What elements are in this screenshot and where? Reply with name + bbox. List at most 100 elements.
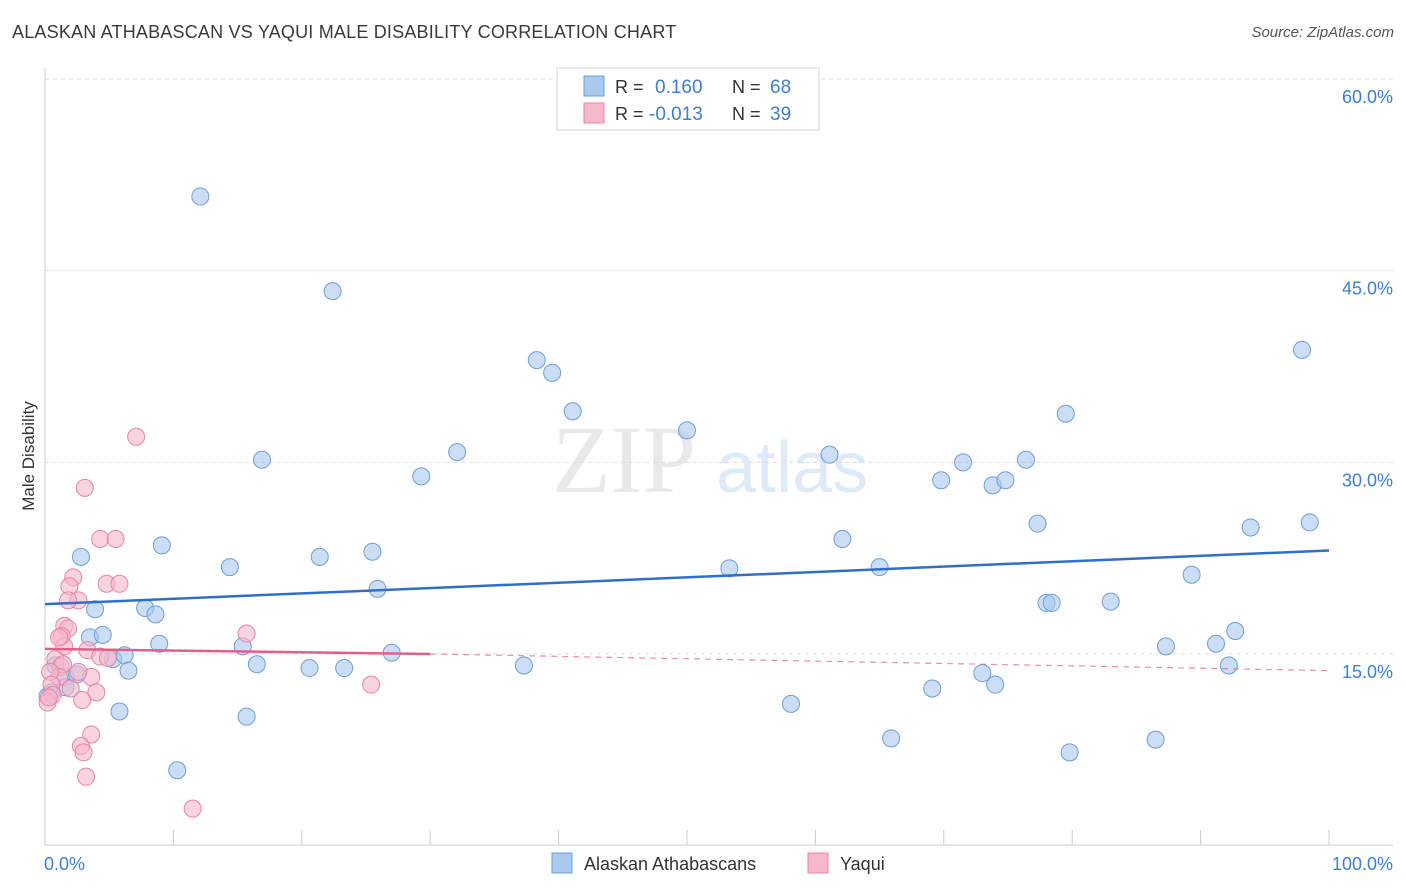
- blue-data-point: [152, 536, 171, 555]
- blue-data-point: [1219, 656, 1238, 675]
- blue-data-point: [973, 664, 992, 683]
- blue-data-point: [323, 282, 342, 301]
- pink-data-point: [75, 478, 94, 497]
- blue-data-point: [833, 530, 852, 548]
- blue-data-point: [300, 659, 319, 678]
- bottom-legend-label: Alaskan Athabascans: [584, 854, 756, 874]
- blue-data-point: [119, 661, 138, 680]
- bottom-legend-swatch-blue: [551, 852, 573, 874]
- pink-data-point: [98, 648, 117, 667]
- y-tick-label: 60.0%: [1342, 87, 1393, 107]
- legend-r-value: -0.013: [649, 104, 703, 125]
- blue-data-point: [1226, 622, 1245, 640]
- blue-data-point: [412, 467, 431, 486]
- blue-data-point: [1101, 592, 1120, 611]
- legend-r-value: 0.160: [655, 77, 703, 98]
- chart-title: ALASKAN ATHABASCAN VS YAQUI MALE DISABIL…: [12, 22, 677, 42]
- blue-trend-line: [44, 549, 1330, 606]
- blue-data-point: [363, 542, 382, 561]
- series-pink-points: [38, 427, 381, 818]
- blue-data-point: [1182, 565, 1201, 584]
- blue-data-point: [1060, 743, 1079, 762]
- blue-data-point: [563, 402, 582, 421]
- pink-data-point: [91, 530, 110, 548]
- legend: R = 0.160 N = 68 R = -0.013 N = 39: [556, 67, 820, 131]
- blue-data-point: [1146, 730, 1165, 749]
- blue-data-point: [335, 659, 354, 678]
- legend-r-label: R =: [615, 77, 644, 97]
- legend-n-value: 39: [770, 104, 791, 125]
- blue-data-point: [514, 656, 533, 675]
- pink-data-point: [74, 743, 93, 762]
- legend-swatch-blue: [583, 75, 605, 97]
- pink-data-point: [61, 679, 80, 698]
- blue-data-point: [247, 655, 266, 674]
- watermark-zip: ZIP: [552, 406, 696, 513]
- pink-data-point: [59, 591, 78, 610]
- blue-data-point: [1016, 450, 1035, 469]
- blue-data-point: [678, 421, 696, 440]
- blue-data-point: [986, 675, 1005, 694]
- blue-data-point: [720, 559, 739, 578]
- x-tick-label: 100.0%: [1332, 854, 1393, 874]
- trend-lines: [44, 549, 1330, 672]
- pink-trend-line: [44, 647, 431, 656]
- bottom-legend-label: Yaqui: [840, 854, 885, 874]
- blue-data-point: [168, 761, 187, 780]
- blue-data-point: [1207, 634, 1226, 653]
- blue-data-point: [954, 453, 973, 472]
- blue-data-point: [527, 351, 546, 370]
- blue-data-point: [1028, 514, 1047, 533]
- blue-data-point: [820, 445, 839, 464]
- legend-n-label: N =: [732, 77, 761, 97]
- blue-data-point: [93, 625, 112, 644]
- blue-data-point: [110, 702, 129, 721]
- blue-data-point: [448, 443, 467, 462]
- pink-data-point: [50, 628, 69, 647]
- blue-data-point: [191, 187, 210, 206]
- pink-data-point: [183, 799, 202, 818]
- blue-data-point: [1241, 518, 1260, 537]
- pink-data-point: [39, 688, 58, 707]
- blue-data-point: [220, 558, 239, 577]
- axes: [44, 68, 1393, 846]
- pink-data-point: [77, 767, 96, 786]
- bottom-legend-swatch-pink: [807, 852, 829, 874]
- blue-data-point: [86, 600, 105, 619]
- pink-data-point: [362, 675, 381, 694]
- y-tick-label: 15.0%: [1342, 662, 1393, 682]
- y-tick-label: 30.0%: [1342, 470, 1393, 490]
- pink-data-point: [73, 691, 92, 709]
- blue-data-point: [252, 450, 271, 469]
- blue-data-point: [71, 547, 90, 566]
- pink-data-point: [110, 574, 129, 593]
- blue-data-point: [996, 471, 1015, 490]
- blue-data-point: [543, 363, 562, 382]
- legend-n-value: 68: [770, 77, 791, 98]
- legend-n-label: N =: [732, 104, 761, 124]
- legend-swatch-pink: [583, 102, 605, 124]
- blue-data-point: [1300, 513, 1319, 532]
- watermark: ZIP atlas: [552, 406, 868, 513]
- blue-data-point: [1156, 637, 1175, 656]
- y-axis-label: Male Disability: [19, 401, 38, 511]
- pink-data-point: [82, 725, 101, 744]
- blue-data-point: [923, 679, 942, 698]
- blue-data-point: [1293, 340, 1312, 359]
- blue-data-point: [146, 605, 165, 624]
- pink-data-point: [127, 427, 146, 446]
- blue-data-point: [237, 707, 256, 726]
- legend-r-label: R =: [615, 104, 644, 124]
- blue-data-point: [932, 471, 951, 490]
- blue-data-point: [1042, 593, 1061, 612]
- source-label: Source: ZipAtlas.com: [1251, 24, 1394, 41]
- y-tick-label: 45.0%: [1342, 279, 1393, 299]
- blue-data-point: [150, 634, 169, 653]
- y-tick-labels: 15.0% 30.0% 45.0% 60.0%: [1342, 87, 1393, 682]
- watermark-atlas: atlas: [716, 428, 868, 508]
- blue-data-point: [870, 558, 889, 577]
- pink-data-point: [106, 530, 125, 548]
- x-tick-labels: 0.0% 100.0%: [44, 854, 1393, 874]
- bottom-legend: Alaskan Athabascans Yaqui: [551, 852, 885, 874]
